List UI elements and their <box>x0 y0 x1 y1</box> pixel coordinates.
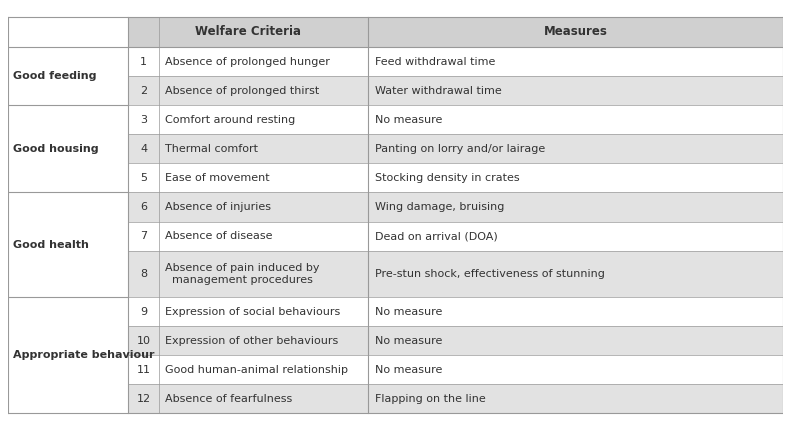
Text: No measure: No measure <box>375 336 442 345</box>
Text: Absence of prolonged hunger: Absence of prolonged hunger <box>165 57 330 66</box>
Text: No measure: No measure <box>375 365 442 375</box>
Bar <box>159 17 369 47</box>
Text: Panting on lorry and/or lairage: Panting on lorry and/or lairage <box>375 144 545 154</box>
Bar <box>8 355 128 384</box>
Bar <box>128 47 159 76</box>
Text: Welfare Criteria: Welfare Criteria <box>195 26 301 38</box>
Bar <box>159 384 369 413</box>
Bar <box>159 164 369 193</box>
Text: Wing damage, bruising: Wing damage, bruising <box>375 202 504 212</box>
Bar <box>8 250 128 297</box>
Text: Good health: Good health <box>13 240 89 250</box>
Bar <box>369 384 783 413</box>
Bar <box>159 222 369 250</box>
Bar <box>8 384 128 413</box>
Bar <box>159 326 369 355</box>
Text: 3: 3 <box>140 115 147 125</box>
Bar <box>369 47 783 76</box>
Text: No measure: No measure <box>375 307 442 317</box>
Bar <box>128 222 159 250</box>
Bar <box>128 164 159 193</box>
Bar <box>369 250 783 297</box>
Bar <box>128 250 159 297</box>
Text: No measure: No measure <box>375 115 442 125</box>
Bar <box>128 17 159 47</box>
Text: 11: 11 <box>137 365 150 375</box>
Bar <box>128 193 159 222</box>
Bar <box>8 297 128 326</box>
Text: Pre-stun shock, effectiveness of stunning: Pre-stun shock, effectiveness of stunnin… <box>375 269 604 279</box>
Bar <box>8 222 128 250</box>
Bar <box>128 105 159 134</box>
Bar <box>159 193 369 222</box>
Bar <box>8 17 128 47</box>
Text: 10: 10 <box>137 336 150 345</box>
Text: 7: 7 <box>140 231 147 241</box>
Bar <box>369 222 783 250</box>
Bar <box>369 17 783 47</box>
Text: Water withdrawal time: Water withdrawal time <box>375 86 501 96</box>
Text: 8: 8 <box>140 269 147 279</box>
Text: 5: 5 <box>140 173 147 183</box>
Bar <box>8 134 128 164</box>
Bar <box>159 47 369 76</box>
Text: Absence of injuries: Absence of injuries <box>165 202 271 212</box>
Text: Good human-animal relationship: Good human-animal relationship <box>165 365 348 375</box>
Bar <box>159 297 369 326</box>
Text: 9: 9 <box>140 307 147 317</box>
Bar <box>369 76 783 105</box>
Bar <box>8 47 128 76</box>
Text: Good feeding: Good feeding <box>13 71 96 81</box>
Text: 2: 2 <box>140 86 147 96</box>
Text: Appropriate behaviour: Appropriate behaviour <box>13 350 154 360</box>
Text: 12: 12 <box>137 394 150 404</box>
Bar <box>128 326 159 355</box>
Bar <box>369 134 783 164</box>
Bar <box>369 355 783 384</box>
Text: Stocking density in crates: Stocking density in crates <box>375 173 519 183</box>
Bar <box>128 384 159 413</box>
Bar <box>8 76 128 105</box>
Bar <box>159 355 369 384</box>
Bar <box>8 105 128 134</box>
Bar <box>369 105 783 134</box>
Bar <box>128 355 159 384</box>
Bar <box>128 134 159 164</box>
Text: 4: 4 <box>140 144 147 154</box>
Bar <box>128 76 159 105</box>
Bar <box>159 76 369 105</box>
Bar <box>369 326 783 355</box>
Text: Ease of movement: Ease of movement <box>165 173 270 183</box>
Bar <box>369 297 783 326</box>
Text: Absence of fearfulness: Absence of fearfulness <box>165 394 293 404</box>
Text: Thermal comfort: Thermal comfort <box>165 144 259 154</box>
Bar <box>369 164 783 193</box>
Text: Dead on arrival (DOA): Dead on arrival (DOA) <box>375 231 498 241</box>
Bar <box>8 193 128 222</box>
Bar <box>8 326 128 355</box>
Text: Flapping on the line: Flapping on the line <box>375 394 486 404</box>
Bar <box>8 164 128 193</box>
Text: Absence of disease: Absence of disease <box>165 231 273 241</box>
Bar <box>159 105 369 134</box>
Text: Feed withdrawal time: Feed withdrawal time <box>375 57 495 66</box>
Text: Good housing: Good housing <box>13 144 98 154</box>
Bar <box>128 297 159 326</box>
Text: Measures: Measures <box>543 26 607 38</box>
Bar <box>159 134 369 164</box>
Text: 1: 1 <box>140 57 147 66</box>
Bar <box>369 193 783 222</box>
Text: Comfort around resting: Comfort around resting <box>165 115 296 125</box>
Text: Absence of prolonged thirst: Absence of prolonged thirst <box>165 86 320 96</box>
Text: Absence of pain induced by
management procedures: Absence of pain induced by management pr… <box>165 263 320 285</box>
Bar <box>159 250 369 297</box>
Text: Expression of social behaviours: Expression of social behaviours <box>165 307 340 317</box>
Text: Expression of other behaviours: Expression of other behaviours <box>165 336 339 345</box>
Text: 6: 6 <box>140 202 147 212</box>
